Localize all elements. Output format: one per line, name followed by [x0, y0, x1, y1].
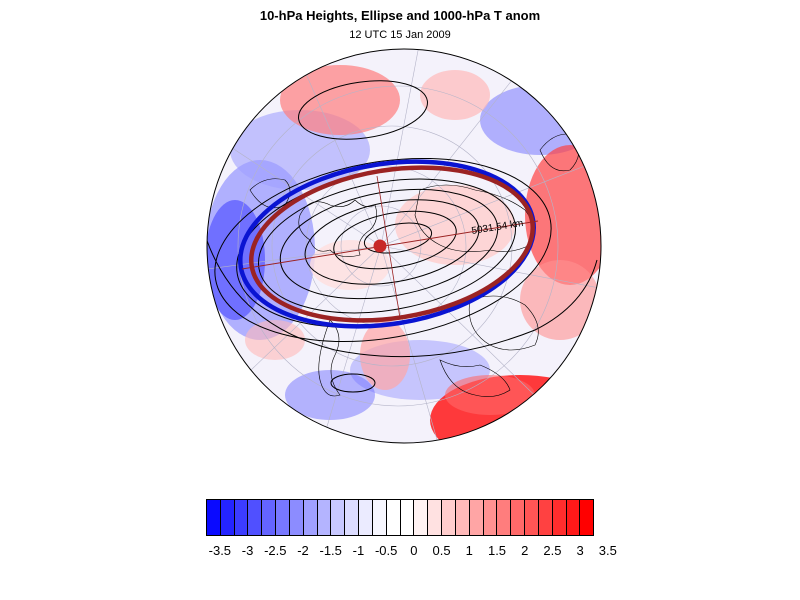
colorbar-swatch: [580, 500, 594, 535]
colorbar-swatch: [372, 500, 387, 535]
colorbar-swatch: [442, 500, 456, 535]
colorbar-tick-label: 2.5: [543, 543, 562, 558]
colorbar-labels: -3.5 -3 -2.5 -2 -1.5 -1 -0.5 0 0.5 1 1.5 2 2.5 3 3.5: [0, 543, 800, 563]
colorbar: [206, 499, 594, 536]
height-contour-outer: [207, 234, 598, 358]
height-contour-south-closed: [330, 373, 376, 393]
colorbar-swatch: [428, 500, 443, 535]
colorbar-tick-label: -3: [241, 543, 254, 558]
graticule-meridians: [207, 49, 601, 443]
cold-anomaly-northeast: [480, 85, 600, 155]
colorbar-swatch: [483, 500, 498, 535]
colorbar-tick-label: -2.5: [264, 543, 287, 558]
height-contour-north-closed: [298, 80, 428, 140]
colorbar-swatch: [317, 500, 332, 535]
warm-anomaly-north-east: [420, 70, 490, 120]
warm-anomaly-southeast-edge: [445, 375, 535, 415]
colorbar-swatch: [345, 500, 360, 535]
map-title: 10-hPa Heights, Ellipse and 1000-hPa T a…: [259, 8, 541, 23]
colorbar-swatch: [386, 500, 401, 535]
colorbar-swatch: [207, 500, 221, 535]
warm-anomaly-south: [360, 320, 410, 390]
map-subtitle: 12 UTC 15 Jan 2009: [349, 29, 451, 41]
colorbar-swatch: [276, 500, 290, 535]
colorbar-swatch: [289, 500, 304, 535]
colorbar-swatch: [525, 500, 539, 535]
colorbar-swatch: [497, 500, 512, 535]
colorbar-swatch: [414, 500, 429, 535]
colorbar-swatch: [331, 500, 346, 535]
colorbar-swatch: [220, 500, 235, 535]
height-contour-7: [363, 222, 433, 254]
height-contour-1: [214, 157, 552, 343]
globe-outline: [206, 48, 602, 444]
colorbar-tick-label: 0: [410, 543, 418, 558]
colorbar-swatch: [248, 500, 263, 535]
colorbar-swatch: [262, 500, 277, 535]
height-contour-3: [257, 178, 517, 314]
height-contour-5: [304, 199, 480, 285]
colorbar-swatch: [552, 500, 567, 535]
ellipse-major-axis: [241, 220, 539, 270]
colorbar-tick-label: 1: [465, 543, 473, 558]
colorbar-swatch: [511, 500, 526, 535]
colorbar-tick-label: 3: [576, 543, 584, 558]
colorbar-tick-label: 2: [521, 543, 529, 558]
colorbar-swatch: [538, 500, 553, 535]
colorbar-tick-label: 3.5: [598, 543, 617, 558]
colorbar-swatch: [469, 500, 484, 535]
colorbar-swatch: [303, 500, 318, 535]
colorbar-swatch: [455, 500, 470, 535]
warm-anomaly-north: [280, 65, 400, 135]
colorbar-swatch: [400, 500, 415, 535]
colorbar-tick-label: 0.5: [432, 543, 451, 558]
colorbar-tick-label: 1.5: [487, 543, 507, 558]
height-contour-6: [333, 210, 457, 270]
colorbar-swatch: [234, 500, 249, 535]
colorbar-tick-label: -1: [352, 543, 365, 558]
colorbar-swatch: [566, 500, 581, 535]
ellipse-centroid-dot: [373, 239, 387, 253]
colorbar-tick-label: -1.5: [319, 543, 342, 558]
colorbar-swatch: [359, 500, 373, 535]
colorbar-tick-label: -2: [297, 543, 309, 558]
ellipse-minor-axis: [376, 175, 401, 319]
colorbar-tick-label: -3.5: [208, 543, 232, 558]
cold-anomaly-west-core: [207, 200, 265, 320]
warm-anomaly-southwest: [245, 320, 305, 360]
colorbar-tick-label: -0.5: [374, 543, 398, 558]
